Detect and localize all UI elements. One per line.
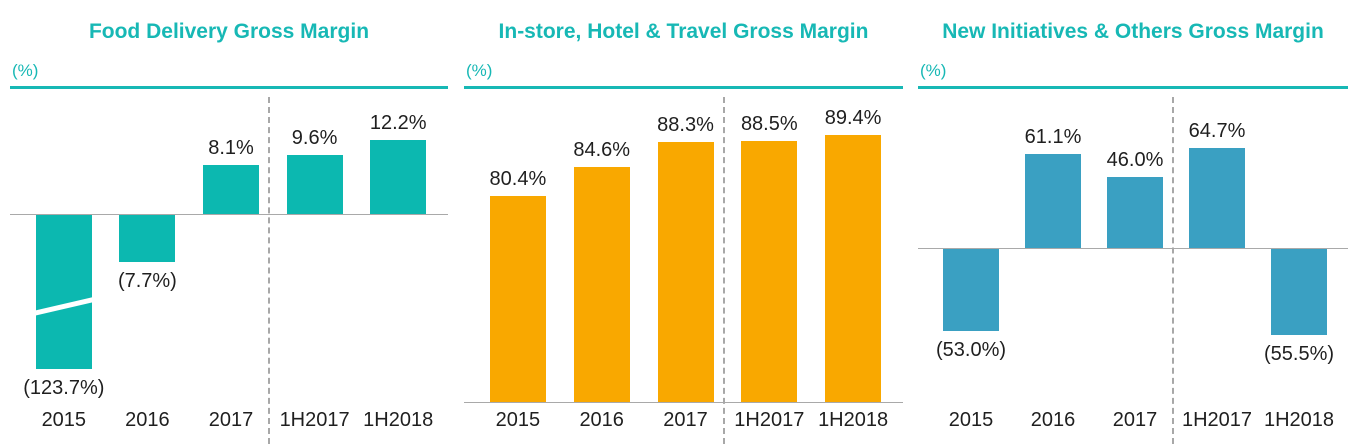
header-rule [464,86,903,89]
x-axis-label: 2016 [125,409,170,431]
x-axis-label: 1H2017 [1181,409,1253,431]
axis-unit-label: (%) [466,61,493,80]
plot-area: (53.0%) 2015 61.1% 2016 46.0% 2017 64.7% 1H2017… [918,0,1348,446]
plot-area: (123.7%) 2015 (7.7%) 2016 8.1% 2017 9.6% 1H2017… [10,0,448,446]
bar-1H2017 [1189,148,1245,248]
period-separator-line [268,97,271,444]
bar-2017 [203,165,259,214]
x-axis-label: 1H2017 [734,409,805,431]
axis-unit-label: (%) [12,61,39,80]
axis-break-mark [30,296,98,317]
bar-1H2018 [1271,249,1327,335]
bar-value-label: 9.6% [291,127,338,149]
period-separator-line [723,97,725,444]
x-axis-label: 2015 [495,409,541,431]
bar-value-label: 8.1% [208,137,254,159]
bar-1H2018 [825,135,882,402]
bar-value-label: 80.4% [489,168,547,190]
bar-1H2017 [286,155,343,214]
bar-value-label: 12.2% [369,112,427,134]
chart-title: Food Delivery Gross Margin [88,20,370,43]
bar-2015 [943,249,999,331]
bar-2016 [573,167,630,402]
bar-value-label: 88.5% [740,113,798,135]
header-rule [918,86,1348,89]
bar-value-label: 46.0% [1106,149,1164,171]
bar-value-label: 89.4% [824,107,882,129]
x-axis-label: 2015 [41,409,87,431]
bar-value-label: 88.3% [657,114,714,136]
bar-2016 [1025,154,1081,248]
period-separator-line [1171,97,1174,444]
header-rule [10,86,448,89]
x-axis-label: 2017 [663,409,708,431]
bar-value-label: (123.7%) [23,377,105,399]
x-axis-label: 2016 [579,409,624,431]
bar-1H2017 [741,141,798,402]
x-axis-label: 1H2018 [1263,409,1335,431]
x-axis-label: 1H2017 [279,409,350,431]
bar-1H2018 [370,140,427,214]
bar-value-label: 61.1% [1024,126,1082,148]
bar-2017 [1107,177,1163,248]
x-axis-label: 2017 [1112,409,1158,431]
zero-axis-line [10,214,448,215]
bar-2017 [657,142,714,402]
bar-value-label: (7.7%) [117,270,177,292]
chart-title: New Initiatives & Others Gross Margin [942,20,1324,43]
chart-panel-instore-hotel-travel: In-store, Hotel & Travel Gross Margin (%… [464,0,903,446]
zero-axis-line [464,402,903,403]
chart-panel-new-initiatives: New Initiatives & Others Gross Margin (%… [918,0,1348,446]
x-axis-label: 2015 [948,409,994,431]
chart-title: In-store, Hotel & Travel Gross Margin [498,20,869,43]
x-axis-label: 1H2018 [363,409,434,431]
bar-value-label: 84.6% [573,139,631,161]
bar-value-label: 64.7% [1188,120,1246,142]
bar-2015 [30,215,98,369]
bar-2015 [489,196,546,402]
bar-value-label: (55.5%) [1263,343,1335,365]
axis-unit-label: (%) [920,61,947,80]
zero-axis-line [918,248,1348,249]
x-axis-label: 2017 [208,409,254,431]
chart-panel-food-delivery: Food Delivery Gross Margin (%) (123.7%) 2… [10,0,448,446]
x-axis-label: 1H2018 [818,409,889,431]
plot-area: 80.4% 2015 84.6% 2016 88.3% 2017 88.5% 1H2017 89… [464,0,903,446]
bar-value-label: (53.0%) [935,339,1007,361]
bar-2016 [119,215,176,262]
x-axis-label: 2016 [1030,409,1076,431]
